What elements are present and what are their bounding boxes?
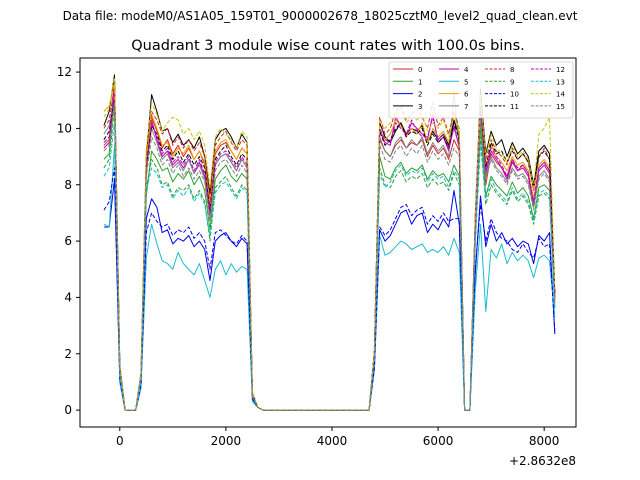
x-tick-label: 6000	[423, 434, 454, 448]
y-tick-label: 10	[57, 121, 72, 135]
y-tick-label: 0	[64, 403, 72, 417]
series-layer	[103, 74, 556, 411]
y-tick-label: 6	[64, 234, 72, 248]
legend-label-6: 6	[464, 91, 469, 99]
legend-label-13: 13	[556, 78, 565, 86]
legend-label-2: 2	[418, 91, 422, 99]
y-tick-label: 8	[64, 178, 72, 192]
axes-frame	[79, 57, 577, 428]
chart-title: Quadrant 3 module wise count rates with …	[131, 38, 525, 54]
y-axis: 0 2 4 6 8 10 12	[57, 65, 80, 417]
legend-label-1: 1	[418, 78, 422, 86]
x-tick-label: 2000	[211, 434, 242, 448]
legend-label-3: 3	[418, 103, 422, 111]
x-axis-offset-label: +2.8632e8	[509, 454, 576, 468]
legend-label-12: 12	[556, 66, 565, 74]
x-axis: 0 2000 4000 6000 8000	[116, 427, 559, 448]
x-tick-label: 8000	[529, 434, 560, 448]
y-tick-label: 4	[64, 290, 72, 304]
figure-suptitle: Data file: modeM0/AS1A05_159T01_90000026…	[63, 9, 578, 23]
legend-box	[388, 61, 574, 119]
legend-label-15: 15	[556, 103, 565, 111]
legend-label-14: 14	[556, 91, 565, 99]
legend-label-5: 5	[464, 78, 468, 86]
legend-label-0: 0	[418, 66, 422, 74]
x-tick-label: 0	[116, 434, 124, 448]
legend-label-8: 8	[510, 66, 514, 74]
legend-label-10: 10	[510, 91, 519, 99]
legend-label-11: 11	[510, 103, 519, 111]
legend-label-9: 9	[510, 78, 514, 86]
y-tick-label: 12	[57, 65, 72, 79]
legend-label-7: 7	[464, 103, 468, 111]
y-tick-label: 2	[64, 347, 72, 361]
series-line-15	[103, 102, 556, 411]
x-tick-label: 4000	[317, 434, 348, 448]
legend-label-4: 4	[464, 66, 469, 74]
series-line-10	[103, 167, 556, 411]
